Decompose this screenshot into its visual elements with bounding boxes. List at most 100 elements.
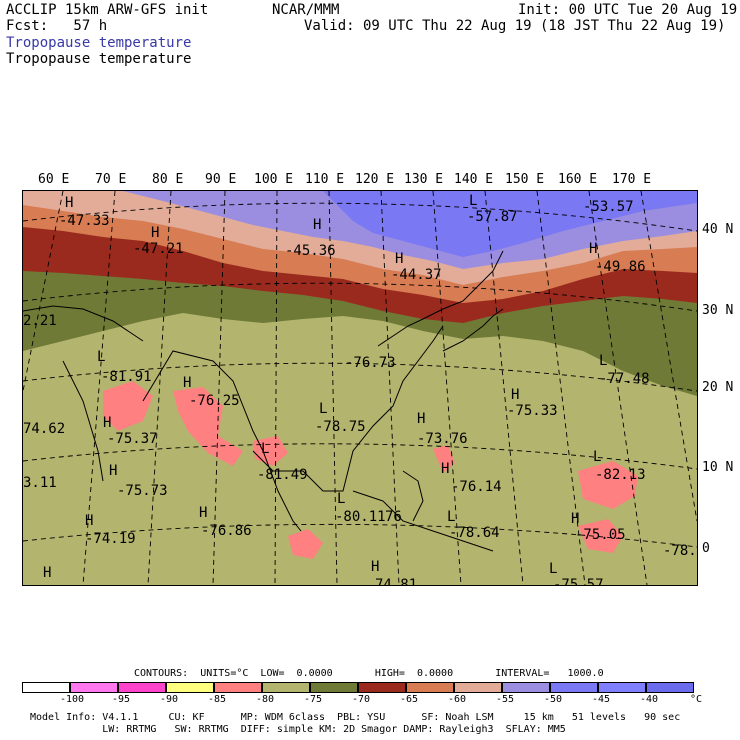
colorbar-swatch (598, 682, 646, 693)
marker-letter: H (313, 217, 321, 233)
marker-value: 74.62 (23, 421, 65, 437)
cold-patch (578, 519, 623, 553)
marker-value: 76 (385, 509, 402, 525)
cold-patch (578, 461, 638, 509)
marker-value: -80.11 (335, 509, 386, 525)
marker-value: -78.64 (449, 525, 500, 541)
marker-value: -74.19 (85, 531, 136, 547)
marker-value: -76.25 (189, 393, 240, 409)
marker-letter: L (337, 491, 345, 507)
longitude-line (640, 191, 697, 522)
lat-label: 30 N (702, 303, 734, 318)
colorbar-swatch (454, 682, 502, 693)
coastline (252, 325, 444, 492)
marker-value: -75.33 (507, 403, 558, 419)
longitude-line (212, 191, 226, 585)
init-time: Init: 00 UTC Tue 20 Aug 19 (518, 2, 738, 18)
coastline (142, 350, 302, 532)
marker-letter: L (319, 401, 327, 417)
marker-letter: L (447, 509, 455, 525)
latitude-line (23, 362, 697, 392)
marker-value: -78.9 (663, 543, 697, 559)
marker-value: -47.21 (133, 241, 184, 257)
coastline (23, 305, 144, 342)
colorbar-tick: -70 (352, 694, 371, 705)
map-canvas: H -47.33 H -47.21 H -45.36 H -44.37 L -5… (23, 191, 697, 585)
marker-value: -57.87 (467, 209, 518, 225)
latitude-line (23, 443, 697, 470)
longitude-line (432, 191, 462, 585)
marker-value: 2.21 (23, 313, 57, 329)
lat-label: 40 N (702, 222, 734, 237)
model-info-line-1: Model Info: V4.1.1 CU: KF MP: WDM 6class… (30, 712, 681, 723)
longitude-line (274, 191, 278, 585)
marker-value: -53.57 (583, 199, 634, 215)
marker-value: -81.49 (257, 467, 308, 483)
legend: CONTOURS: UNITS=°C LOW= 0.0000 HIGH= 0.0… (0, 664, 740, 740)
marker-value: -76.14 (451, 479, 502, 495)
marker-letter: L (97, 349, 105, 365)
marker-letter: L (469, 193, 477, 209)
lon-label: 60 E (38, 172, 70, 187)
lon-label: 120 E (355, 172, 395, 187)
band-lt-70-patch (443, 359, 583, 387)
longitude-line (82, 191, 116, 585)
model-title: ACCLIP 15km ARW-GFS init (6, 2, 209, 18)
longitude-label-row: 60 E 70 E 80 E 90 E 100 E 110 E 120 E 13… (0, 172, 740, 188)
map-gridlines (23, 191, 697, 585)
marker-letter: L (593, 449, 601, 465)
longitude-line (484, 191, 524, 585)
colorbar-swatch (214, 682, 262, 693)
center-label: NCAR/MMM (272, 2, 340, 18)
lon-label: 140 E (454, 172, 494, 187)
marker-letter: H (199, 505, 207, 521)
cold-patch (288, 529, 323, 559)
colorbar-swatch (22, 682, 70, 693)
colorbar-tick: -95 (112, 694, 131, 705)
colorbar-tick: -45 (592, 694, 611, 705)
marker-value: -76.86 (201, 523, 252, 539)
marker-letter: H (85, 513, 93, 529)
marker-value: -75.57 (553, 577, 604, 585)
forecast-hour: Fcst: 57 h (6, 18, 108, 34)
model-info-line-2: LW: RRTMG SW: RRTMG DIFF: simple KM: 2D … (30, 724, 566, 735)
marker-value: -44.37 (391, 267, 442, 283)
colorbar-tick: -85 (208, 694, 227, 705)
coastline (442, 308, 504, 352)
colorbar-swatch (550, 682, 598, 693)
map-panel: H -47.33 H -47.21 H -45.36 H -44.37 L -5… (22, 190, 698, 586)
marker-letter: H (65, 195, 73, 211)
marker-value: 3.11 (23, 475, 57, 491)
marker-letter: H (109, 463, 117, 479)
pressure-markers: H -47.33 H -47.21 H -45.36 H -44.37 L -5… (23, 193, 697, 585)
lon-label: 110 E (305, 172, 345, 187)
colorbar-tick: -80 (256, 694, 275, 705)
temperature-bands (23, 191, 697, 585)
colorbar-swatch (118, 682, 166, 693)
colorbar-tick: -75 (304, 694, 323, 705)
lon-label: 100 E (254, 172, 294, 187)
colorbar-swatch (262, 682, 310, 693)
marker-letter: H (43, 565, 51, 581)
longitude-line (380, 191, 400, 585)
coastline (352, 490, 494, 552)
marker-letter: L (549, 561, 557, 577)
marker-value: -76.73 (345, 355, 396, 371)
cold-patch (173, 387, 243, 466)
marker-letter: L (599, 353, 607, 369)
coastline (377, 250, 504, 347)
marker-letter: H (589, 241, 597, 257)
colorbar-swatch (502, 682, 550, 693)
colorbar-tick: -50 (544, 694, 563, 705)
colorbar-swatch (70, 682, 118, 693)
marker-letter: H (511, 387, 519, 403)
lat-label: 0 (702, 541, 710, 556)
marker-value: -82.13 (595, 467, 646, 483)
lon-label: 130 E (404, 172, 444, 187)
contour-field-title: Tropopause temperature (6, 51, 192, 67)
latitude-line (23, 282, 697, 312)
lat-label: 10 N (702, 460, 734, 475)
contour-info: CONTOURS: UNITS=°C LOW= 0.0000 HIGH= 0.0… (134, 668, 604, 679)
marker-value: -75.05 (575, 527, 626, 543)
colorbar-unit: °C (690, 694, 703, 705)
